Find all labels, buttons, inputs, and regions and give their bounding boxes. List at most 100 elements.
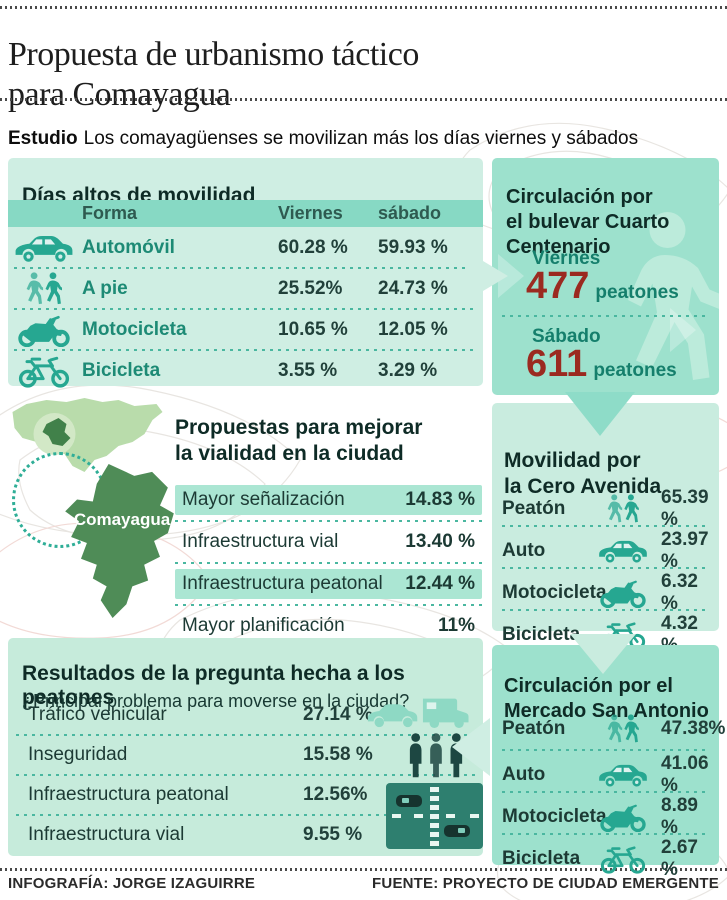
pedestrian-survey-panel: Resultados de la pregunta hecha a los pe… [8, 638, 483, 856]
mercado-title: Circulación por el Mercado San Antonio [504, 674, 709, 722]
proposal-row: Infraestructura vial 13.40 % [175, 527, 482, 557]
mode-row: Peatón 47.38% [502, 711, 725, 747]
top-rule [0, 6, 727, 9]
problem-value: 27.14 % [303, 704, 373, 725]
pedestrians-icon [13, 272, 75, 306]
motorcycle-icon [597, 578, 649, 608]
proposal-label: Mayor señalización [182, 488, 345, 510]
proposal-value: 14.83 % [405, 488, 475, 510]
mobility-days-panel: Días altos de movilidad Forma Viernes sá… [8, 158, 483, 386]
boulevard-title: Circulación por el bulevar Cuarto Centen… [506, 185, 670, 258]
car-icon [597, 760, 649, 790]
comayagua-map: Comayagua [0, 390, 180, 635]
infographic-credit: INFOGRAFÍA: JORGE IZAGUIRRE [8, 875, 256, 892]
footer-rule [0, 868, 727, 871]
mode-value: 47.38% [661, 718, 726, 739]
bicycle-icon [597, 844, 649, 874]
proposals-block: Propuestas para mejorar la vialidad en l… [175, 398, 482, 641]
road-intersection-icon [386, 783, 483, 849]
count-unit: peatones [593, 360, 677, 381]
viernes-value: 10.65 % [278, 318, 348, 340]
boulevard-panel: Circulación por el bulevar Cuarto Centen… [492, 158, 719, 395]
cero-avenida-title: Movilidad por la Cero Avenida [504, 449, 662, 499]
table-row: A pie 25.52% 24.73 % [8, 269, 483, 308]
row-divider [16, 734, 475, 736]
row-divider [175, 561, 482, 564]
mode-value: 65.39 % [661, 487, 709, 530]
entry-divider [502, 315, 709, 317]
row-divider [16, 814, 475, 816]
row-label: A pie [82, 277, 128, 299]
col-sabado: sábado [378, 203, 442, 223]
pedestrians-icon [597, 494, 649, 524]
kicker-label: Estudio [8, 128, 78, 149]
row-divider [175, 519, 482, 522]
row-divider [502, 525, 709, 527]
kicker: Estudio Los comayagüenses se movilizan má… [8, 128, 638, 150]
motorcycle-icon [597, 802, 649, 832]
row-divider [14, 308, 477, 310]
proposal-label: Infraestructura peatonal [182, 572, 383, 594]
mode-row: Motocicleta 8.89 % [502, 795, 709, 838]
row-label: Motocicleta [82, 318, 187, 340]
table-row: Automóvil 60.28 % 59.93 % [8, 228, 483, 267]
row-divider [16, 774, 475, 776]
mode-label: Auto [502, 540, 546, 561]
car-icon [597, 536, 649, 566]
mode-value: 23.97 % [661, 529, 709, 572]
proposal-label: Mayor planificación [182, 614, 345, 636]
row-divider [175, 603, 482, 606]
mode-row: Auto 23.97 % [502, 529, 709, 572]
row-divider [502, 833, 709, 835]
sabado-value: 24.73 % [378, 277, 448, 299]
row-label: Bicicleta [82, 359, 161, 381]
mode-rows: Peatón 47.38% Auto 41.06 % Motocicleta 8… [502, 711, 725, 880]
mode-rows: Peatón 65.39 % Auto 23.97 % Motocicleta … [502, 487, 709, 656]
survey-title: Resultados de la pregunta hecha a los pe… [22, 662, 405, 710]
proposal-label: Infraestructura vial [182, 530, 339, 552]
row-divider [502, 567, 709, 569]
proposals-title: Propuestas para mejorar la vialidad en l… [175, 416, 423, 466]
day-label: Sábado [532, 326, 601, 347]
row-divider [502, 749, 709, 751]
proposal-row: Mayor señalización 14.83 % [175, 484, 482, 515]
flow-arrow-down-icon [565, 392, 635, 436]
table-body: Automóvil 60.28 % 59.93 % A pie 25.52% 2… [8, 228, 483, 390]
region-label: Comayagua [73, 510, 171, 529]
mode-label: Peatón [502, 498, 566, 519]
table-row: Bicicleta 3.55 % 3.29 % [8, 351, 483, 390]
mode-label: Auto [502, 764, 546, 785]
pedestrian-count: 611 [526, 343, 588, 385]
day-label: Viernes [532, 248, 601, 269]
viernes-value: 25.52% [278, 277, 343, 299]
proposal-row: Infraestructura peatonal 12.44 % [175, 568, 482, 599]
mode-value: 2.67 % [661, 837, 698, 880]
header-rule [0, 98, 727, 101]
mode-row: Bicicleta 4.32 % [502, 613, 709, 656]
mode-label: Motocicleta [502, 806, 607, 827]
row-divider [14, 349, 477, 351]
table-header: Forma Viernes sábado [8, 200, 483, 227]
proposal-row: Mayor planificación 11% [175, 611, 482, 641]
problem-value: 9.55 % [303, 824, 363, 845]
survey-row: Tráfico vehicular 27.14 % [8, 698, 483, 732]
mode-label: Motocicleta [502, 582, 607, 603]
sabado-value: 3.29 % [378, 359, 438, 381]
flow-arrow-down-icon [570, 634, 636, 674]
problem-label: Tráfico vehicular [28, 704, 167, 725]
flow-arrow-left-icon [452, 718, 490, 776]
mode-label: Bicicleta [502, 848, 581, 869]
table-row: Motocicleta 10.65 % 12.05 % [8, 310, 483, 349]
mode-row: Bicicleta 2.67 % [502, 837, 709, 880]
problem-label: Infraestructura peatonal [28, 784, 229, 805]
pedestrian-icon [597, 714, 649, 744]
row-divider [502, 791, 709, 793]
mode-value: 6.32 % [661, 571, 698, 614]
problem-value: 15.58 % [303, 744, 373, 765]
row-label: Automóvil [82, 236, 175, 258]
page-title: Propuesta de urbanismo táctico para Coma… [8, 35, 419, 113]
pedestrian-count: 477 [526, 265, 590, 307]
problem-label: Infraestructura vial [28, 824, 185, 845]
survey-question: ¿Principal problema para moverse en la c… [22, 691, 410, 711]
bicycle-icon [13, 354, 75, 388]
